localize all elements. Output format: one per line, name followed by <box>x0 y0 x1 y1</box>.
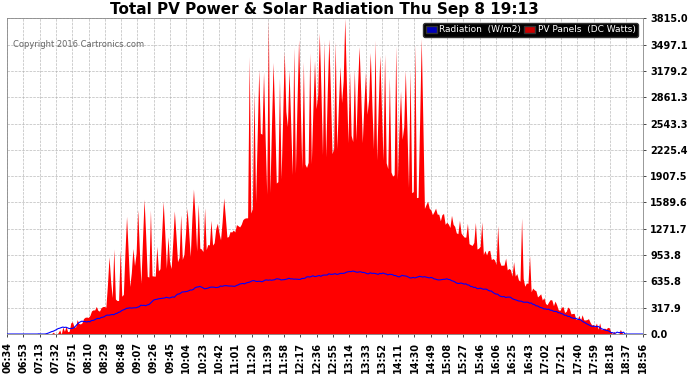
Legend: Radiation  (W/m2), PV Panels  (DC Watts): Radiation (W/m2), PV Panels (DC Watts) <box>423 23 638 37</box>
Title: Total PV Power & Solar Radiation Thu Sep 8 19:13: Total PV Power & Solar Radiation Thu Sep… <box>110 2 540 17</box>
Text: Copyright 2016 Cartronics.com: Copyright 2016 Cartronics.com <box>13 40 145 50</box>
